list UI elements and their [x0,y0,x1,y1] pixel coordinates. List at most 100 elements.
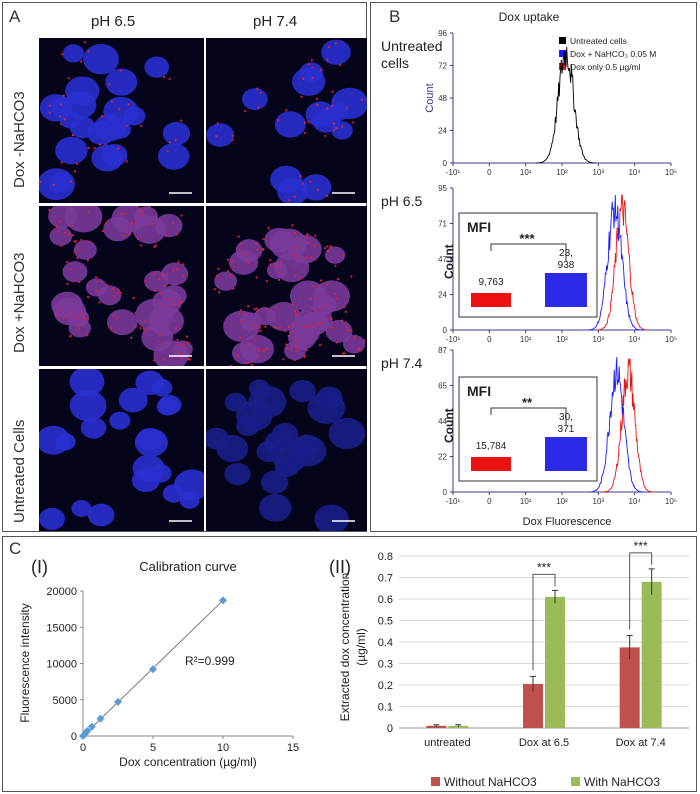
dox-dot [314,310,317,313]
dox-dot [213,288,216,291]
dox-dot [256,309,259,313]
dox-dot [87,146,90,150]
dox-dot [67,234,70,237]
dox-dot [117,108,121,111]
dox-dot [86,334,89,337]
hist-dox-only [602,357,655,493]
dox-dot [162,358,165,361]
dox-dot [88,240,92,243]
dox-dot [310,59,313,62]
dox-dot [326,282,329,285]
panel-b: B Dox uptake Untreated cells Dox + NaHCO₃ … [370,2,697,532]
significance-bracket [629,552,653,630]
dox-dot [269,259,272,262]
dox-dot [215,135,218,138]
nucleus [300,174,332,201]
legend-swatch [571,777,580,786]
dox-dot [326,107,329,110]
dox-dot [174,138,177,141]
dox-dot [172,269,175,272]
scatter-point [114,697,122,706]
nucleus [69,369,105,397]
dox-dot [278,271,282,274]
row-label-untreated: Untreated Cells [11,419,28,523]
bar-y-tick-label: 0.1 [378,702,393,714]
dox-dot [73,170,77,173]
dox-dot [307,325,310,328]
mfi-value-blue-a: 30, [559,412,573,423]
bar-category-label: untreated [424,737,470,749]
dox-dot [247,261,250,265]
flow-y-tick-label: 22 [438,453,447,462]
bar-y-tick-label: 0 [387,723,393,735]
nucleus [328,417,366,450]
dox-dot [180,119,183,122]
dox-dot [334,264,337,267]
dox-dot [345,107,349,110]
dox-dot [308,297,312,300]
dox-dot [363,339,366,342]
dox-dot [309,180,312,183]
nucleus [73,240,97,260]
dox-dot [154,244,157,247]
dox-dot [335,127,338,130]
legend-label: Dox only 0.5 µg/ml [570,62,641,72]
flow-y-tick-label: 47 [438,255,447,264]
nucleus [162,121,191,146]
dox-dot [316,188,319,191]
dox-dot [145,329,148,332]
micrograph-r3-c2 [206,369,367,531]
mfi-value-blue-b: 938 [558,260,575,271]
dox-dot [232,265,235,269]
dox-dot [76,257,79,260]
dox-dot [80,238,83,242]
scatter-point [83,726,92,735]
dox-dot [265,307,268,310]
nucleus [236,416,260,437]
scatter-y-tick-label: 20000 [46,586,77,598]
hist-untreated [535,46,597,164]
dox-dot [93,147,96,150]
dox-dot [80,60,83,63]
flow-x-tick-label: 10⁴ [628,335,641,344]
dox-dot [48,208,51,211]
nucleus [259,493,292,522]
dox-dot [265,347,269,350]
scatter-xlabel: Dox concentration (µg/ml) [119,755,257,769]
sub-label-i: (I) [31,557,48,577]
dox-dot [159,292,162,295]
nucleus [307,391,346,424]
legend-swatch [559,50,566,57]
dox-dot [73,317,76,320]
dox-dot [332,128,336,132]
nucleus [55,136,88,165]
scatter-x-tick-label: 0 [80,742,86,754]
dox-dot [330,326,333,330]
legend-label: With NaHCO3 [584,775,660,789]
dox-dot [291,303,294,306]
dox-dot [303,131,306,135]
nucleus [270,228,307,260]
dox-dot [55,225,58,228]
scatter-x-tick-label: 10 [217,742,229,754]
dox-dot [52,183,55,187]
flow-x-tick-label: 10² [556,335,568,344]
dox-dot [127,103,130,106]
dox-dot [123,212,126,215]
dox-dot [277,119,280,122]
dox-dot [153,245,156,248]
legend-label: Dox + NaHCO₃ 0.05 M [570,49,656,59]
nucleus [136,427,164,451]
dox-dot [88,211,91,214]
nucleus [48,171,73,193]
legend-label: Untreated cells [570,36,627,46]
row-label-untreated: Untreated [381,38,442,54]
nucleus [231,341,259,365]
nucleus [229,250,259,275]
nucleus [62,261,88,283]
dox-dot [254,338,257,341]
flow-x-tick-label: 10⁵ [665,497,677,506]
row-label-dox-plus: Dox +NaHCO3 [11,252,28,353]
dox-dot [162,75,166,79]
bar [545,596,565,728]
